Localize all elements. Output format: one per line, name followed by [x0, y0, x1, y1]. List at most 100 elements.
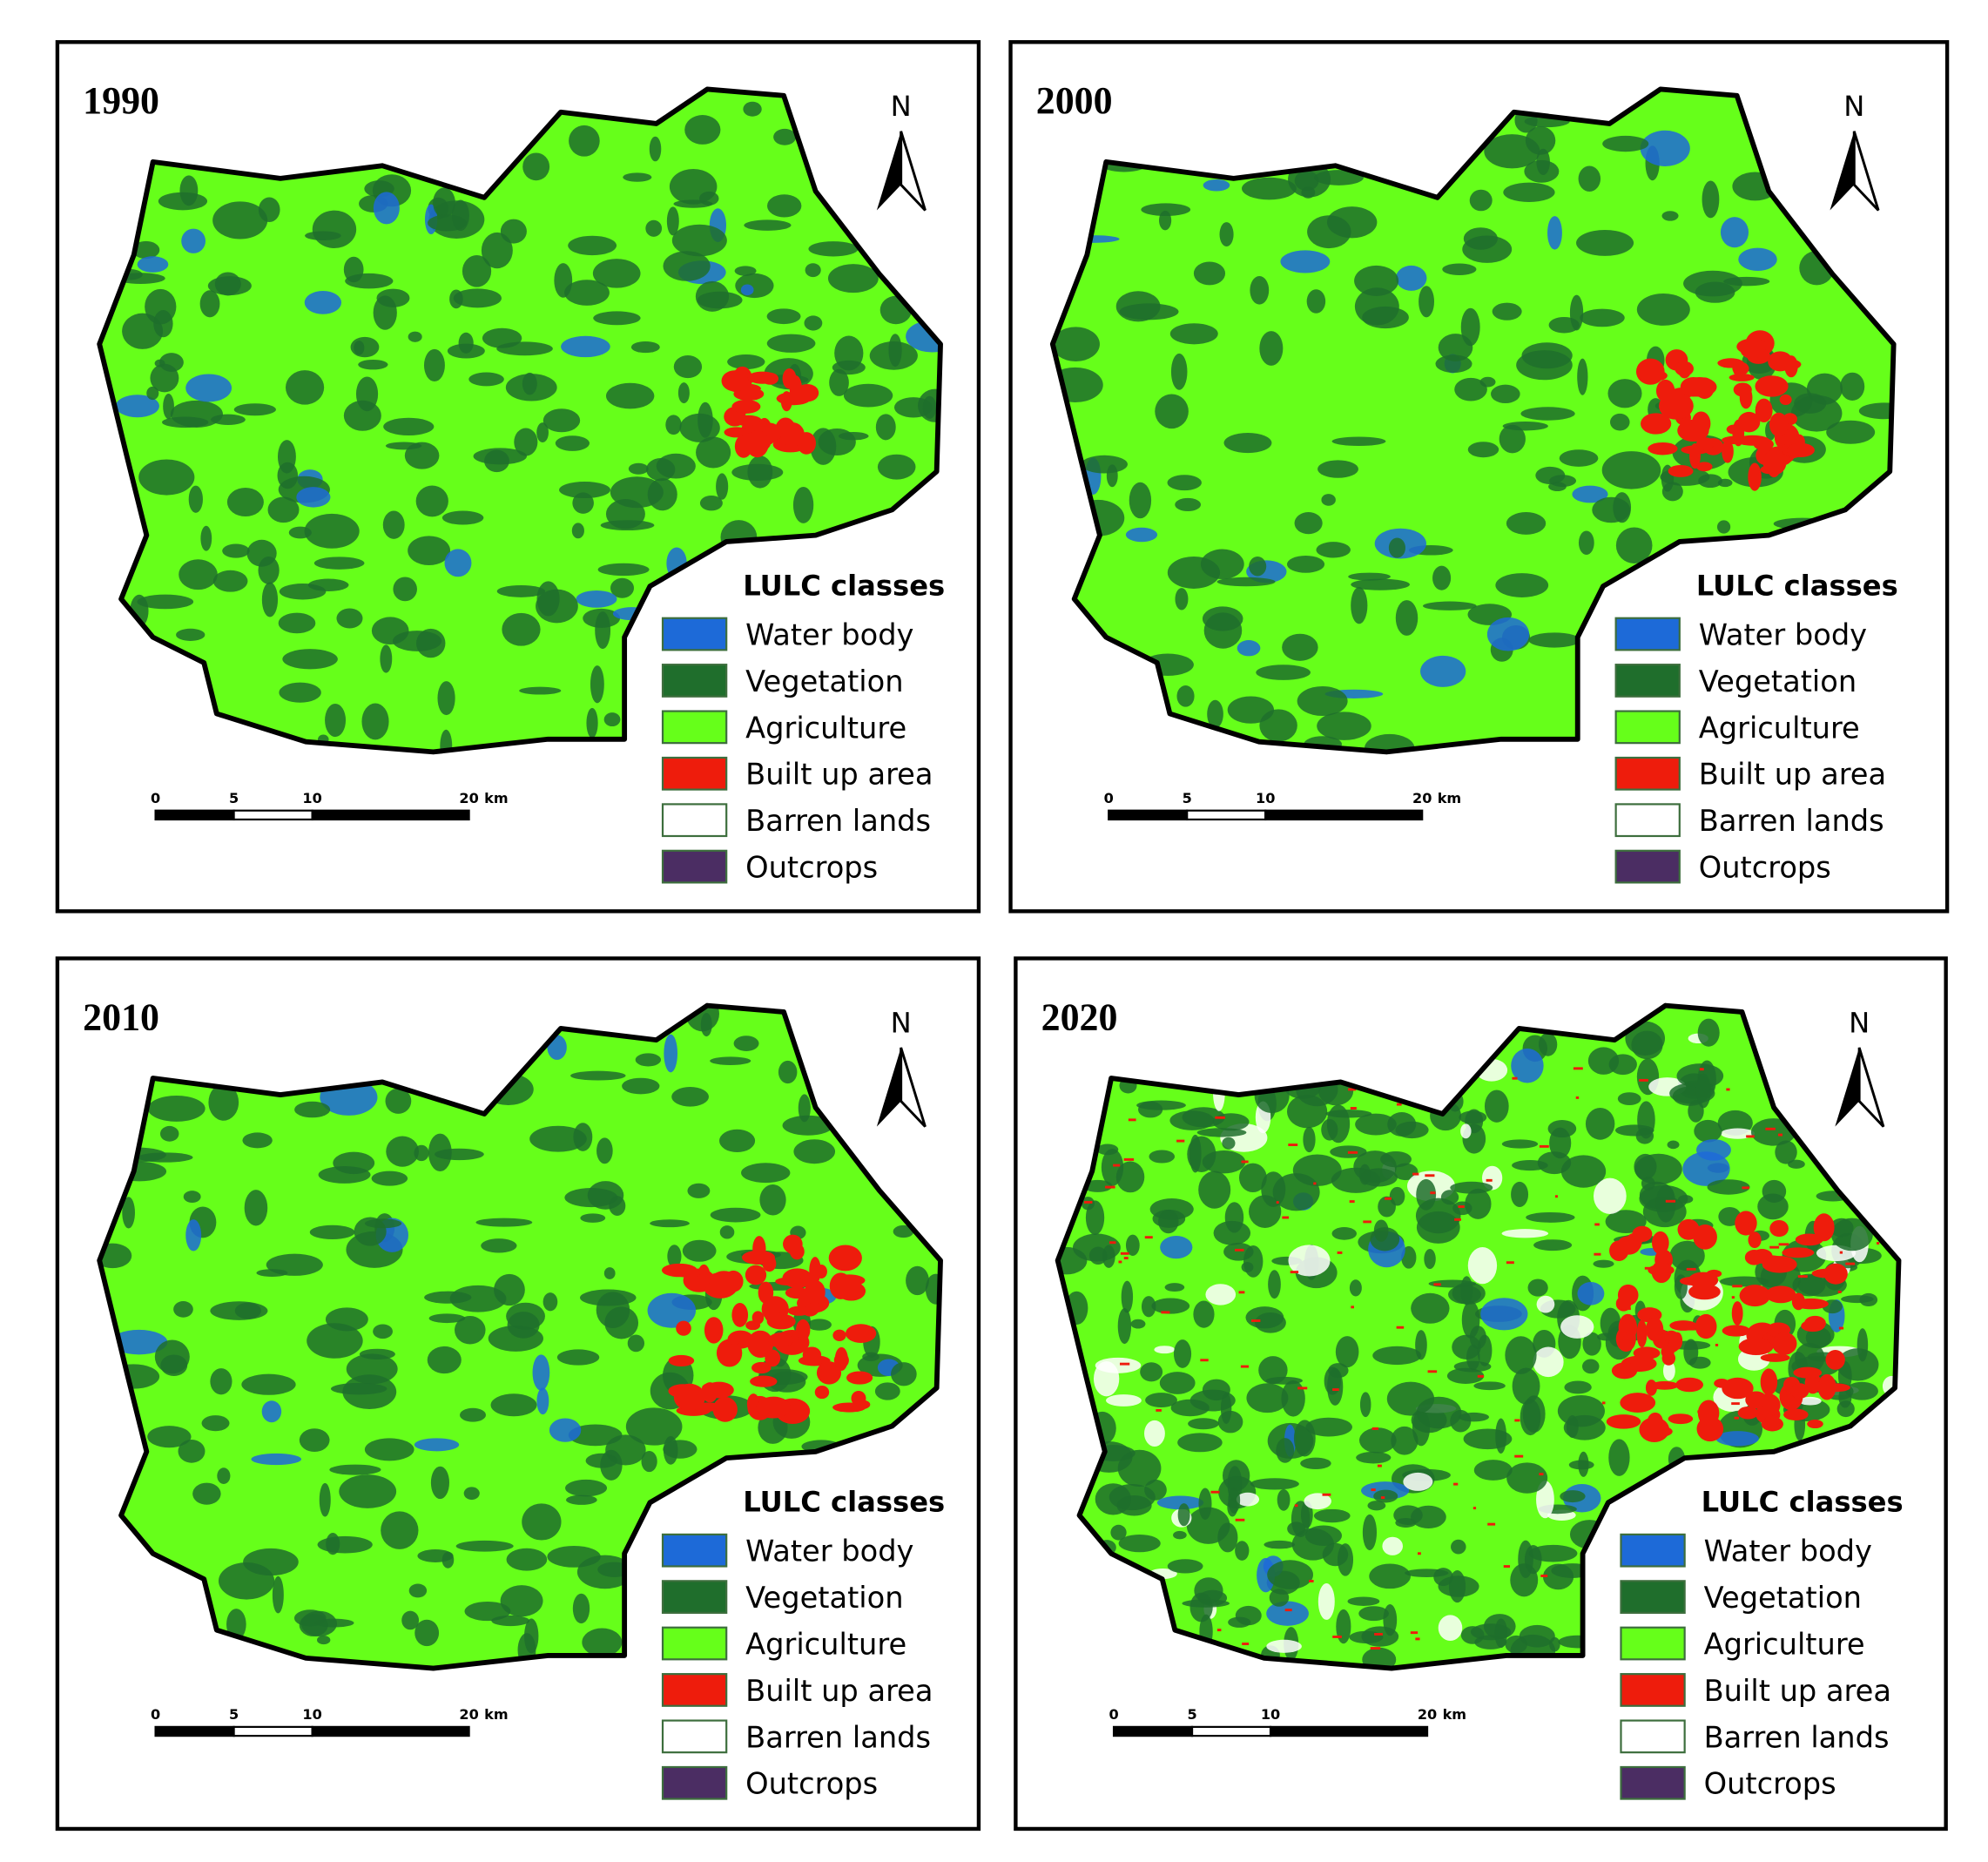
land-cover-patch	[380, 644, 393, 673]
land-cover-patch	[590, 665, 604, 704]
land-cover-patch	[875, 414, 896, 441]
built-up-patch	[1744, 1249, 1764, 1265]
built-up-patch	[747, 1330, 774, 1359]
land-cover-patch	[1327, 1367, 1344, 1406]
land-cover-patch	[1219, 222, 1234, 247]
land-cover-patch	[453, 288, 502, 308]
built-up-patch	[731, 399, 761, 414]
built-up-patch	[704, 1381, 734, 1399]
land-cover-patch	[1159, 210, 1172, 231]
land-cover-patch	[1151, 1298, 1190, 1314]
land-cover-patch	[199, 290, 220, 318]
land-cover-patch	[1223, 432, 1272, 454]
built-up-patch	[1793, 1366, 1823, 1379]
land-cover-patch	[519, 686, 562, 695]
land-cover-patch	[1601, 451, 1661, 489]
built-up-patch	[1761, 1416, 1784, 1432]
scale-segment	[154, 809, 235, 821]
built-up-patch	[1109, 1241, 1116, 1245]
land-cover-patch	[1170, 1399, 1210, 1417]
land-cover-patch	[1354, 265, 1399, 296]
built-up-patch	[1765, 1127, 1776, 1130]
land-cover-patch	[1702, 180, 1720, 219]
land-cover-patch	[1845, 1381, 1878, 1400]
built-up-patch	[828, 1245, 862, 1272]
land-cover-patch	[1560, 1155, 1607, 1188]
land-cover-patch	[1667, 1140, 1680, 1150]
land-cover-patch	[137, 594, 194, 610]
built-up-patch	[1606, 1414, 1641, 1429]
land-cover-patch	[874, 1382, 900, 1400]
land-cover-patch	[386, 1136, 419, 1167]
built-up-patch	[1837, 1290, 1842, 1293]
built-up-patch	[1276, 1201, 1279, 1204]
land-cover-patch	[1281, 1380, 1305, 1417]
built-up-patch	[1722, 1377, 1754, 1400]
land-cover-patch	[345, 273, 394, 289]
scale-segment	[1112, 1725, 1194, 1737]
land-cover-patch	[373, 295, 397, 330]
built-up-patch	[1777, 1133, 1782, 1137]
built-up-patch	[1648, 442, 1678, 455]
built-up-patch	[1514, 1454, 1524, 1458]
land-cover-patch	[597, 563, 650, 577]
built-up-patch	[1487, 1522, 1496, 1526]
year-label: 2000	[1036, 80, 1113, 122]
land-cover-patch	[285, 370, 325, 405]
built-up-patch	[745, 429, 769, 458]
built-up-patch	[1734, 1416, 1739, 1420]
built-up-patch	[1769, 1219, 1789, 1238]
land-cover-patch	[1358, 1427, 1397, 1454]
land-cover-patch	[427, 1346, 462, 1374]
land-cover-patch	[542, 1292, 558, 1312]
built-up-patch	[768, 1332, 794, 1348]
land-cover-patch	[1141, 1296, 1156, 1318]
land-cover-patch	[1250, 275, 1270, 305]
land-cover-patch	[735, 273, 774, 299]
land-cover-patch	[1416, 1396, 1462, 1429]
land-cover-patch	[1052, 327, 1100, 361]
scale-segment	[232, 1725, 313, 1737]
land-cover-patch	[1369, 1563, 1411, 1589]
legend-title: LULC classes	[1696, 569, 1898, 602]
land-cover-patch	[556, 1349, 600, 1366]
north-label: N	[1849, 1006, 1870, 1039]
land-cover-patch	[571, 523, 584, 539]
land-cover-patch	[561, 335, 610, 358]
land-cover-patch	[1347, 1596, 1380, 1606]
land-cover-patch	[313, 557, 365, 570]
land-cover-patch	[1830, 1218, 1873, 1251]
built-up-patch	[1477, 1374, 1485, 1378]
land-cover-patch	[1454, 377, 1487, 401]
land-cover-patch	[697, 291, 743, 309]
land-cover-patch	[361, 703, 389, 740]
land-cover-patch	[147, 1426, 192, 1448]
land-cover-patch	[1144, 1479, 1167, 1501]
land-cover-patch	[568, 235, 617, 256]
land-cover-patch	[1188, 1418, 1219, 1430]
land-cover-patch	[1568, 1460, 1594, 1470]
land-cover-patch	[440, 729, 453, 752]
land-cover-patch	[278, 612, 316, 634]
built-up-patch	[1733, 382, 1752, 397]
built-up-patch	[1396, 1326, 1405, 1329]
year-label: 2010	[83, 996, 159, 1038]
built-up-patch	[809, 1257, 821, 1285]
built-up-patch	[1370, 1647, 1381, 1650]
land-cover-patch	[1359, 1392, 1371, 1418]
land-cover-patch	[665, 415, 682, 435]
land-cover-patch	[893, 1224, 914, 1238]
land-cover-patch	[740, 284, 754, 296]
land-cover-patch	[1484, 1090, 1509, 1123]
land-cover-patch	[1325, 1110, 1372, 1118]
land-cover-patch	[1826, 420, 1876, 444]
land-cover-patch	[596, 1292, 630, 1329]
land-cover-patch	[415, 485, 448, 517]
scale-label: 10	[302, 790, 321, 806]
land-cover-patch	[1549, 475, 1577, 488]
land-cover-patch	[1416, 1178, 1437, 1211]
land-cover-patch	[741, 1163, 791, 1184]
land-cover-patch	[623, 172, 652, 182]
land-cover-patch	[393, 577, 417, 602]
